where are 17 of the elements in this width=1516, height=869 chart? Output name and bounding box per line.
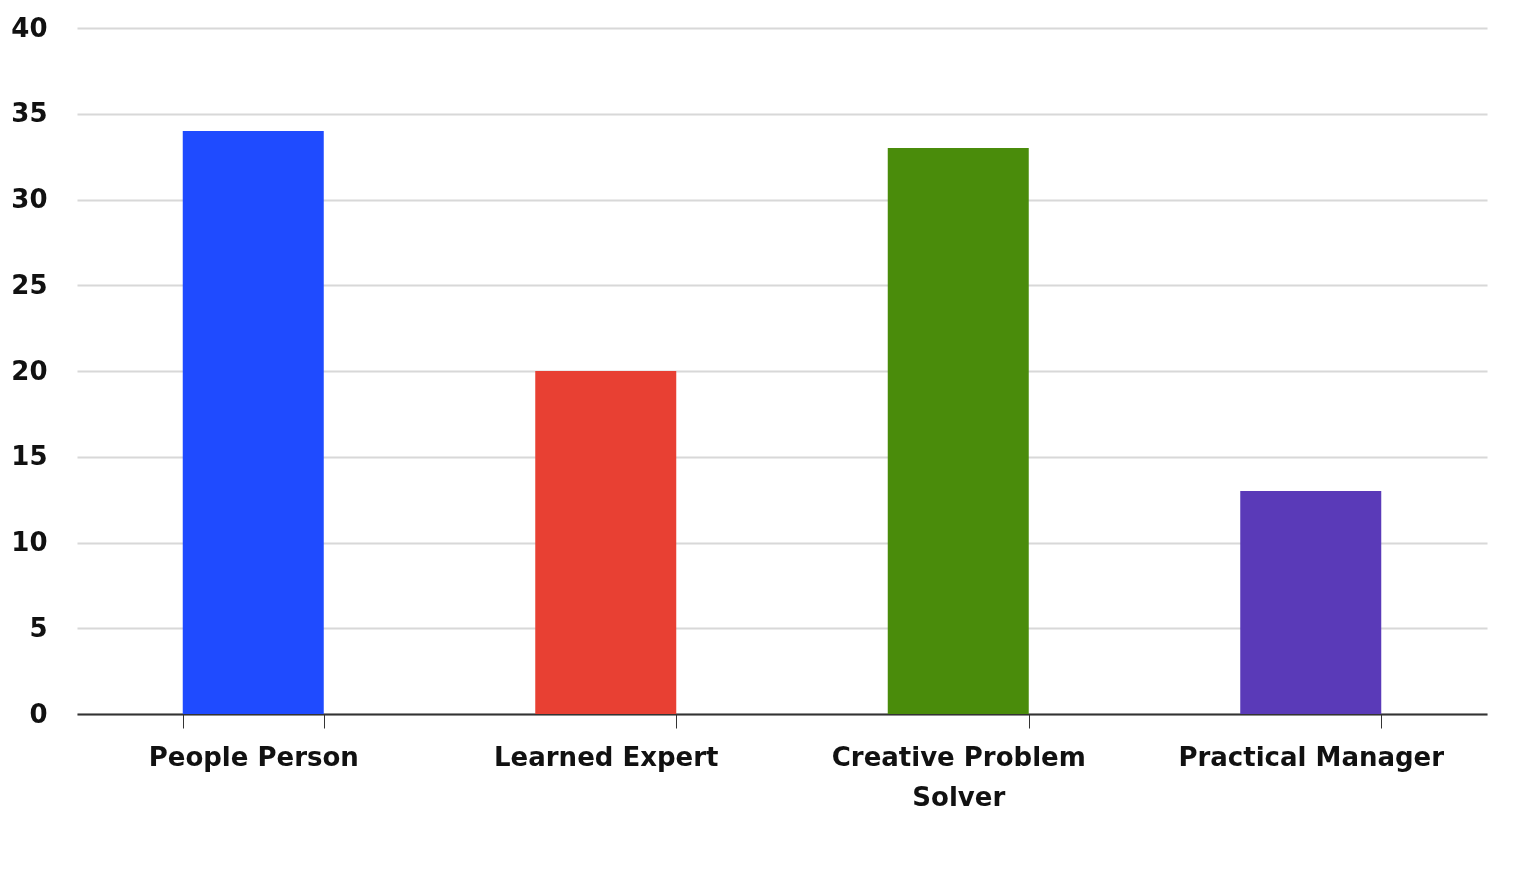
bar bbox=[182, 130, 324, 714]
y-tick-label: 5 bbox=[29, 612, 48, 643]
bar bbox=[887, 148, 1029, 714]
y-tick-label: 30 bbox=[11, 184, 48, 214]
y-tick-label: 40 bbox=[11, 12, 48, 43]
x-tick-label: Practical Manager bbox=[1178, 741, 1445, 772]
bar bbox=[1240, 491, 1382, 714]
y-tick-label: 35 bbox=[11, 98, 48, 129]
bar bbox=[535, 371, 677, 714]
y-tick-label: 10 bbox=[11, 527, 48, 557]
x-tick-label: People Person bbox=[148, 741, 359, 772]
x-tick-label: Learned Expert bbox=[494, 741, 719, 772]
x-tick-label: Creative Problem Solver bbox=[831, 741, 1086, 812]
y-tick-label: 0 bbox=[29, 698, 48, 729]
y-tick-label: 25 bbox=[11, 269, 48, 300]
y-tick-label: 15 bbox=[11, 441, 48, 472]
y-tick-label: 20 bbox=[11, 355, 48, 386]
